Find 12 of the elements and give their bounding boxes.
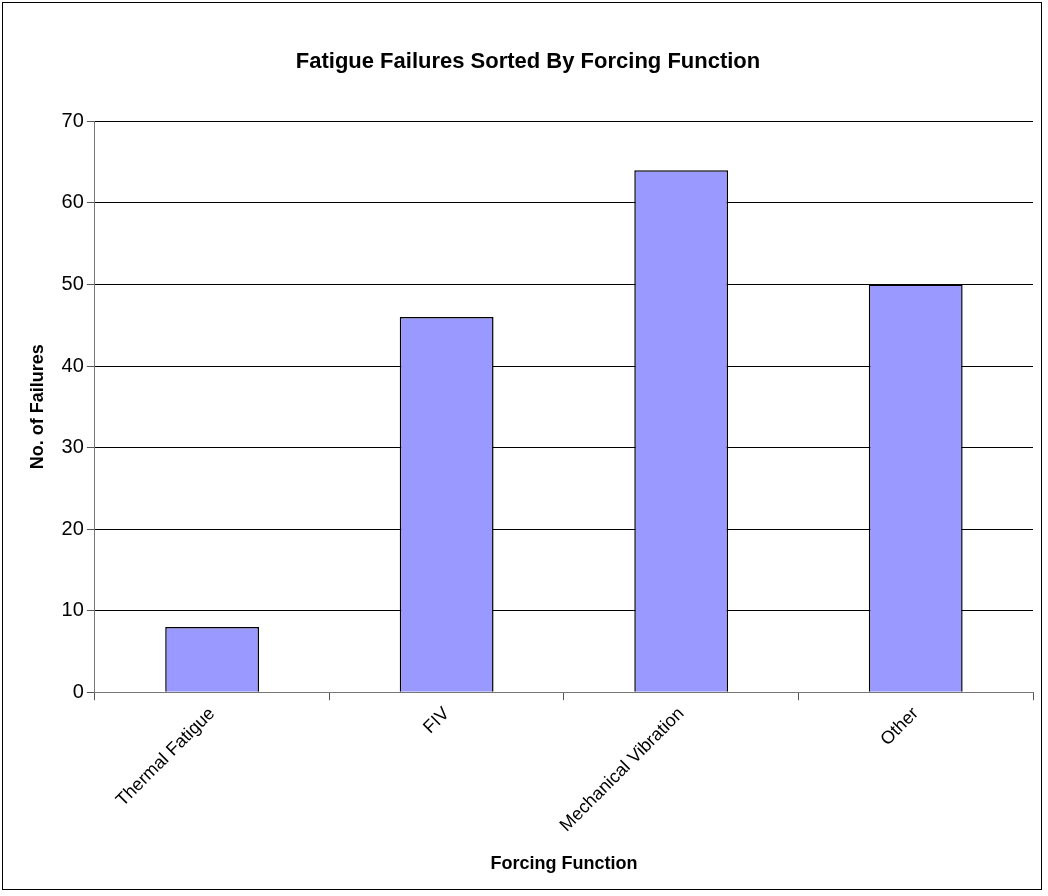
y-axis-title: No. of Failures [26,344,47,470]
y-tick-label: 60 [61,190,84,213]
y-tick-label: 40 [61,353,84,376]
y-tick-label: 30 [61,435,84,458]
y-tick-label: 50 [61,272,84,294]
chart-title: Fatigue Failures Sorted By Forcing Function [295,48,761,74]
x-axis-title: Forcing Function [490,853,638,874]
y-tick-label: 70 [61,108,84,131]
y-tick-label: 10 [61,598,84,621]
y-tick-label: 0 [72,679,84,702]
y-tick-label: 20 [61,516,84,539]
x-tick-label: FIV [419,703,453,737]
